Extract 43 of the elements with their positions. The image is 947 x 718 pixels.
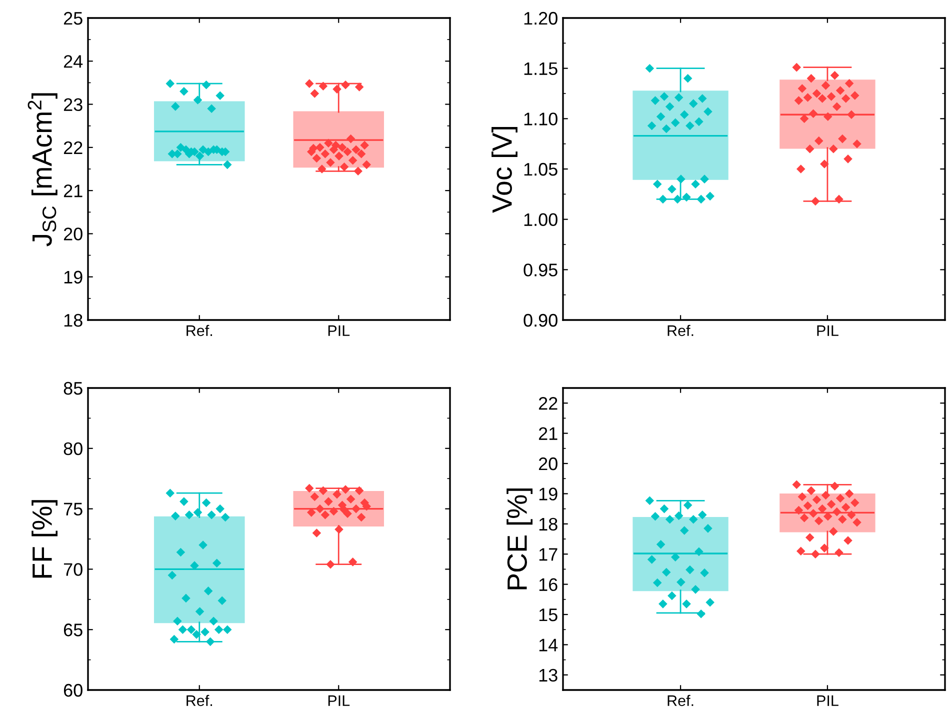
y-tick-label: 0.95: [524, 264, 558, 276]
y-tick-label: 70: [64, 563, 82, 576]
y-tick-label: 23: [64, 98, 82, 112]
x-tick-label: Ref.: [668, 694, 694, 706]
y-tick-label: 1.10: [524, 112, 558, 126]
y-tick-label: 60: [64, 684, 82, 697]
y-tick-label: 18: [539, 518, 558, 531]
y-axis-title: PCE [%]: [506, 488, 532, 590]
y-tick-label: 21: [64, 184, 82, 198]
y-tick-label: 21: [538, 427, 558, 440]
x-tick-label: PIL: [817, 325, 838, 336]
y-tick-label: 1.15: [524, 62, 558, 76]
y-tick-label: 80: [64, 442, 82, 456]
y-tick-label: 1.05: [524, 162, 558, 176]
y-tick-label: 85: [64, 382, 82, 395]
y-tick-label: 1.20: [524, 12, 558, 25]
y-tick-label: 17: [539, 548, 558, 561]
y-tick-label: 22: [538, 397, 558, 410]
y-tick-label: 19: [64, 270, 82, 284]
x-tick-label: PIL: [328, 695, 350, 706]
y-tick-label: 13: [539, 668, 558, 682]
y-tick-label: 75: [64, 502, 82, 516]
y-tick-label: 25: [64, 12, 82, 25]
x-tick-label: Ref.: [186, 694, 212, 706]
y-tick-label: 20: [538, 457, 558, 470]
x-tick-label: Ref.: [186, 324, 212, 336]
y-tick-label: 20: [64, 228, 82, 240]
y-tick-label: 0.90: [524, 314, 558, 327]
y-tick-label: 15: [539, 608, 558, 622]
y-tick-label: 1.00: [524, 213, 558, 226]
x-tick-label: PIL: [817, 695, 838, 706]
y-tick-label: 18: [64, 314, 82, 327]
y-axis-title: J$_{SC}$ [mAcm$^{2}$]: [28, 93, 58, 246]
y-tick-label: 22: [64, 141, 82, 154]
y-axis-title: Voc [V]: [492, 126, 518, 213]
y-tick-label: 24: [64, 55, 83, 68]
y-tick-label: 65: [64, 624, 82, 636]
y-tick-label: 14: [539, 638, 558, 652]
y-tick-label: 19: [539, 488, 558, 500]
x-tick-label: PIL: [328, 325, 350, 336]
y-tick-label: 16: [539, 578, 558, 592]
y-axis-title: FF [%]: [32, 500, 58, 578]
x-tick-label: Ref.: [668, 324, 694, 336]
